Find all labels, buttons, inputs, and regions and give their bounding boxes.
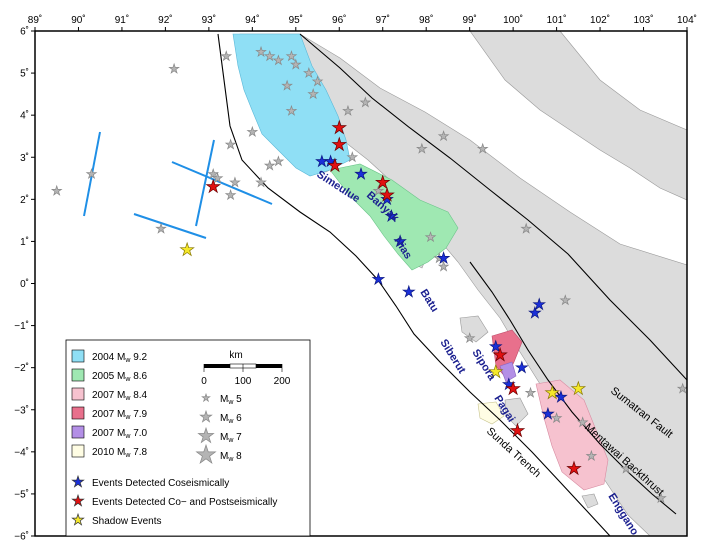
legend-rupture-swatch: [71, 425, 85, 439]
scale-bar: km 0 100 200: [201, 350, 291, 387]
lat-tick-label: 6˚: [20, 26, 29, 38]
lat-tick-label: −1˚: [14, 320, 29, 332]
lat-tick-label: 3˚: [20, 152, 29, 164]
fracture-lines: [83, 131, 273, 239]
legend-mag-label: Mw 6: [220, 413, 242, 425]
sunda-trench: [217, 33, 611, 536]
lat-tick-label: 1˚: [20, 236, 29, 248]
lat-tick-label: 4˚: [20, 110, 29, 122]
legend-box: [65, 339, 311, 537]
lat-tick-label: −4˚: [14, 446, 29, 458]
legend-rupture-label: 2004 Mw 9.2: [92, 352, 148, 364]
lon-tick-label: 93˚: [202, 14, 216, 26]
scale-unit: km: [229, 350, 242, 361]
lon-tick-label: 92˚: [158, 14, 172, 26]
lon-tick-label: 99˚: [462, 14, 476, 26]
malay-peninsula-land: [469, 31, 687, 201]
legend-event-label: Events Detected Co− and Postseismically: [92, 497, 277, 508]
lat-tick-label: −2˚: [14, 362, 29, 374]
lat-tick-label: 0˚: [20, 278, 29, 290]
scale-tick-100: 100: [235, 376, 252, 387]
lon-tick-label: 98˚: [419, 14, 433, 26]
siberut-island: [459, 315, 489, 343]
lat-tick-label: −5˚: [14, 488, 29, 500]
pagai-island: [504, 397, 529, 427]
legend-rupture-swatch: [71, 349, 85, 363]
legend-event-label: Events Detected Coseismically: [92, 478, 229, 489]
lon-tick-label: 97˚: [376, 14, 390, 26]
lon-tick-label: 104˚: [677, 14, 697, 26]
lon-tick-label: 101˚: [547, 14, 567, 26]
lon-tick-label: 103˚: [634, 14, 654, 26]
legend: 2004 Mw 9.2 2005 Mw 8.6 2007 Mw 8.4 2007 Mw…: [65, 339, 311, 537]
legend-rupture-label: 2007 Mw 8.4: [92, 390, 148, 402]
lon-tick-label: 95˚: [289, 14, 303, 26]
legend-rupture-swatch: [71, 387, 85, 401]
legend-rupture-label: 2010 Mw 7.8: [92, 447, 148, 459]
legend-event-label: Shadow Events: [92, 516, 162, 527]
legend-mag-label: Mw 8: [220, 451, 242, 463]
legend-mag-label: Mw 5: [220, 394, 242, 406]
lon-tick-label: 89˚: [28, 14, 42, 26]
legend-rupture-label: 2005 Mw 8.6: [92, 371, 148, 383]
rupture-2007-70: [499, 361, 517, 383]
latitude-ticks: 6˚ 5˚ 4˚ 3˚ 2˚ 1˚ 0˚ −1˚ −2˚ −3˚ −4˚ −5˚ −6˚: [14, 26, 35, 543]
legend-rupture-swatch: [71, 444, 85, 458]
legend-rupture-label: 2007 Mw 7.0: [92, 428, 148, 440]
lon-tick-label: 90˚: [71, 14, 85, 26]
lon-tick-label: 94˚: [245, 14, 259, 26]
scale-tick-0: 0: [201, 376, 207, 387]
lon-tick-label: 100˚: [503, 14, 523, 26]
lon-tick-label: 91˚: [115, 14, 129, 26]
legend-rupture-swatch: [71, 406, 85, 420]
lat-tick-label: 5˚: [20, 68, 29, 80]
rupture-2010: [477, 401, 505, 425]
legend-mag-label: Mw 7: [220, 432, 242, 444]
lat-tick-label: 2˚: [20, 194, 29, 206]
lat-tick-label: −3˚: [14, 404, 29, 416]
scale-tick-200: 200: [274, 376, 291, 387]
lat-tick-label: −6˚: [14, 531, 29, 543]
legend-rupture-label: 2007 Mw 7.9: [92, 409, 148, 421]
sumatran-fault: [299, 33, 687, 381]
legend-rupture-swatch: [71, 368, 85, 382]
lon-tick-label: 96˚: [332, 14, 346, 26]
lon-tick-label: 102˚: [590, 14, 610, 26]
enggano-island: [581, 493, 599, 509]
longitude-ticks: 89˚ 90˚ 91˚ 92˚ 93˚ 94˚ 95˚ 96˚ 97˚ 98˚ 99˚ 100˚ 101…: [28, 14, 697, 31]
